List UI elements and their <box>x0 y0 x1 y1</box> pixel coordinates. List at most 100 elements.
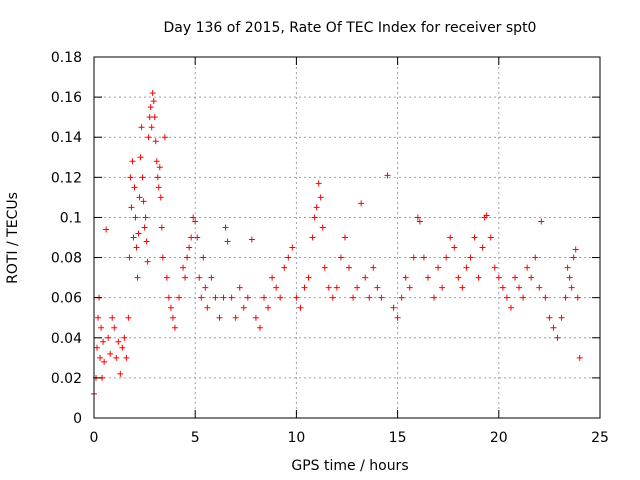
data-point <box>153 158 160 165</box>
data-point <box>154 174 161 181</box>
data-point <box>119 344 126 351</box>
data-point <box>188 234 195 241</box>
data-point <box>137 154 144 161</box>
data-point <box>163 274 170 281</box>
data-point <box>129 158 136 165</box>
data-point <box>568 284 575 291</box>
data-point <box>111 324 118 331</box>
data-point <box>141 224 148 231</box>
data-point <box>127 174 134 181</box>
chart-title: Day 136 of 2015, Rate Of TEC Index for r… <box>164 20 537 36</box>
data-point <box>384 172 391 179</box>
data-point <box>538 218 545 225</box>
data-point <box>228 294 235 301</box>
data-point <box>216 314 223 321</box>
y-tick-label: 0 <box>73 411 82 427</box>
data-point <box>190 214 197 221</box>
data-point <box>156 164 163 171</box>
data-point <box>232 314 239 321</box>
data-point <box>158 224 165 231</box>
data-point <box>148 124 155 131</box>
data-point <box>107 350 114 357</box>
data-point <box>390 304 397 311</box>
data-point <box>134 274 141 281</box>
data-point <box>196 274 203 281</box>
data-point <box>244 294 251 301</box>
data-point <box>315 180 322 187</box>
data-point <box>240 304 247 311</box>
x-axis-label: GPS time / hours <box>291 458 408 474</box>
data-point <box>572 246 579 253</box>
data-point <box>135 230 142 237</box>
data-point <box>410 254 417 261</box>
x-tick-label: 20 <box>490 430 508 446</box>
data-point <box>406 284 413 291</box>
data-point <box>150 98 157 105</box>
data-point <box>325 284 332 291</box>
data-point <box>536 284 543 291</box>
data-point <box>94 344 101 351</box>
x-tick-label: 0 <box>90 430 99 446</box>
data-point <box>252 314 259 321</box>
data-point <box>341 234 348 241</box>
data-point <box>532 254 539 261</box>
data-point <box>362 274 369 281</box>
data-point <box>152 138 159 145</box>
data-point <box>495 274 502 281</box>
y-tick-label: 0.04 <box>51 331 82 347</box>
data-point <box>305 274 312 281</box>
data-point <box>261 294 268 301</box>
data-point <box>131 184 138 191</box>
data-point <box>350 294 357 301</box>
data-point <box>301 284 308 291</box>
data-point <box>194 234 201 241</box>
data-point <box>499 284 506 291</box>
data-point <box>224 238 231 245</box>
data-point <box>220 294 227 301</box>
data-point <box>511 274 518 281</box>
x-tick-label: 5 <box>191 430 200 446</box>
data-point <box>184 254 191 261</box>
data-point <box>277 294 284 301</box>
data-point <box>143 238 150 245</box>
data-point <box>459 284 466 291</box>
data-point <box>321 264 328 271</box>
data-point <box>311 214 318 221</box>
data-point <box>576 354 583 361</box>
data-point <box>487 234 494 241</box>
data-point <box>151 114 158 121</box>
data-point <box>491 264 498 271</box>
data-point <box>269 274 276 281</box>
data-point <box>115 338 122 345</box>
data-point <box>370 264 377 271</box>
plot-frame <box>93 56 601 419</box>
data-point <box>222 224 229 231</box>
data-point <box>414 214 421 221</box>
y-tick-label: 0.12 <box>51 170 82 186</box>
data-point <box>562 294 569 301</box>
y-tick-label: 0.02 <box>51 371 82 387</box>
data-point <box>97 354 104 361</box>
y-tick-label: 0.08 <box>51 251 82 267</box>
y-tick-label: 0.06 <box>51 291 82 307</box>
data-point <box>142 214 149 221</box>
data-point <box>483 212 490 219</box>
data-point <box>475 274 482 281</box>
data-point <box>146 114 153 121</box>
data-point <box>133 244 140 251</box>
data-point <box>416 218 423 225</box>
data-point <box>236 284 243 291</box>
data-point <box>117 370 124 377</box>
data-point <box>402 274 409 281</box>
data-point <box>358 200 365 207</box>
data-point <box>503 294 510 301</box>
data-point <box>431 294 438 301</box>
y-tick-label: 0.1 <box>60 210 82 226</box>
data-point <box>443 254 450 261</box>
data-point <box>281 264 288 271</box>
data-point <box>319 224 326 231</box>
data-point <box>161 134 168 141</box>
data-point <box>109 314 116 321</box>
